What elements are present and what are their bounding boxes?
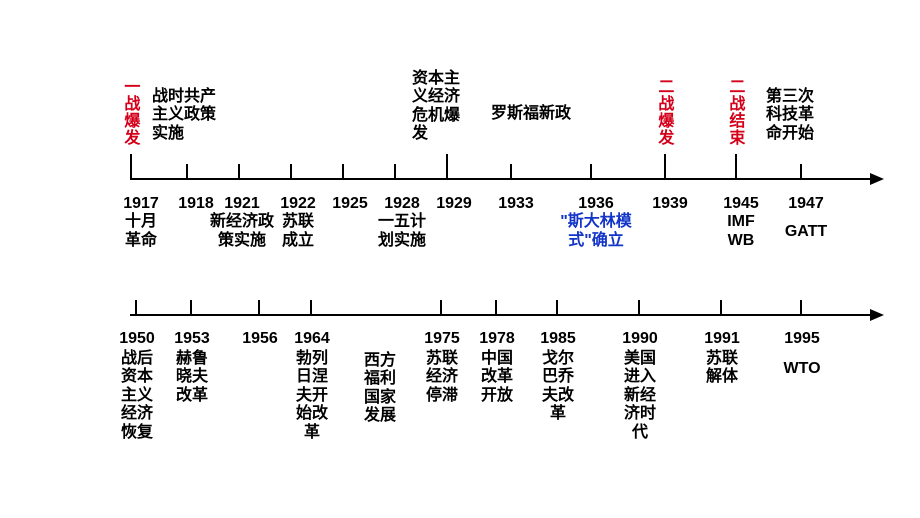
tick (310, 300, 312, 314)
tick (735, 154, 737, 178)
tick (238, 164, 240, 178)
tick (130, 154, 132, 178)
label-below: 1933 (474, 195, 558, 213)
tick (664, 154, 666, 178)
tick (135, 300, 137, 314)
label-above: 资本主义经济危机爆发 (412, 70, 502, 144)
label-below-2: 1956 (230, 330, 290, 348)
label-above: 二战结束 (725, 78, 743, 146)
tick (556, 300, 558, 314)
label-below-2: 西方福利国家发展 (350, 350, 410, 426)
arrow-2 (870, 309, 884, 321)
tick (510, 164, 512, 178)
label-below-2: 1990美国进入新经济时代 (610, 330, 670, 442)
label-below-2: 1985戈尔巴乔夫改革 (528, 330, 588, 424)
tick (800, 300, 802, 314)
label-above: 二战爆发 (654, 78, 672, 146)
label-above: 一战爆发 (120, 78, 138, 146)
axis-2 (130, 314, 870, 316)
label-below-2: 1978中国改革开放 (467, 330, 527, 405)
label-below: 1947GATT (764, 195, 848, 242)
label-below-2: 1995WTO (772, 330, 832, 378)
label-below: 1936"斯大林模式"确立 (554, 195, 638, 250)
tick (446, 154, 448, 178)
label-above: 罗斯福新政 (491, 105, 581, 123)
label-below-2: 1964勃列日涅夫开始改革 (282, 330, 342, 442)
label-below-2: 1991苏联解体 (692, 330, 752, 387)
label-below-2: 1950战后资本主义经济恢复 (107, 330, 167, 442)
tick (190, 300, 192, 314)
tick (800, 164, 802, 178)
tick (440, 300, 442, 314)
tick (290, 164, 292, 178)
tick (258, 300, 260, 314)
label-above: 第三次科技革命开始 (766, 88, 856, 143)
label-below-2: 1953赫鲁晓夫改革 (162, 330, 222, 405)
arrow-1 (870, 173, 884, 185)
tick (342, 164, 344, 178)
axis-1 (130, 178, 870, 180)
tick (590, 164, 592, 178)
tick (394, 164, 396, 178)
tick (638, 300, 640, 314)
tick (186, 164, 188, 178)
tick (495, 300, 497, 314)
tick (720, 300, 722, 314)
label-below-2: 1975苏联经济停滞 (412, 330, 472, 405)
label-above: 战时共产主义政策实施 (152, 88, 242, 143)
